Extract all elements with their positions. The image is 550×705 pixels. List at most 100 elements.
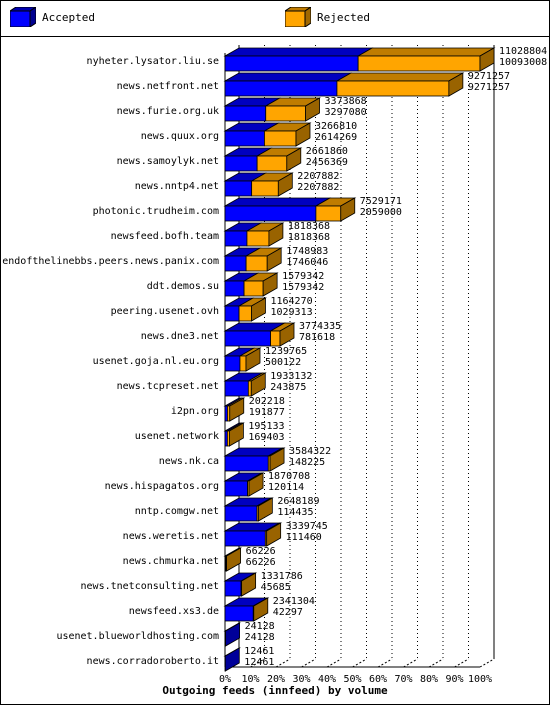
x-tick-label: 90%: [445, 674, 463, 685]
data-label-rejected-endofthelinebbs-peers-news-panix-com: 1746046: [286, 257, 328, 268]
data-label-accepted-usenet-network: 195133: [248, 421, 284, 432]
category-label-nyheter-lysator-liu-se: nyheter.lysator.liu.se: [87, 56, 219, 67]
data-label-rejected-news-samoylyk-net: 2456369: [306, 157, 348, 168]
data-label-accepted-news-dne3-net: 3774335: [299, 321, 341, 332]
bar-rejected-news-samoylyk-net: [256, 155, 288, 172]
category-label-news-hispagatos-org: news.hispagatos.org: [105, 481, 219, 492]
data-label-rejected-news-netfront-net: 9271257: [468, 82, 510, 93]
bar-side-news-netfront-net: [448, 72, 464, 97]
bar-rejected-ddt-demos-su: [243, 280, 264, 297]
bar-accepted-nyheter-lysator-liu-se-top: [223, 47, 374, 57]
data-label-rejected-news-tnetconsulting-net: 45685: [261, 582, 291, 593]
bar-side-nntp-comgw-net: [257, 497, 273, 522]
bar-accepted-newsfeed-xs3-de: [224, 605, 254, 622]
category-label-nntp-comgw-net: nntp.comgw.net: [135, 506, 219, 517]
bar-side-i2pn-org: [229, 397, 245, 422]
data-label-accepted-peering-usenet-ovh: 1164270: [270, 296, 312, 307]
bar-rejected-news-netfront-net-top: [335, 72, 465, 82]
data-label-accepted-nyheter-lysator-liu-se: 11028804: [499, 46, 547, 57]
bar-rejected-news-furie-org-uk: [265, 105, 306, 122]
x-tick-label: 0%: [219, 674, 231, 685]
bar-rejected-news-netfront-net: [336, 80, 450, 97]
data-label-accepted-news-nk-ca: 3584322: [289, 446, 331, 457]
data-label-rejected-nntp-comgw-net: 114435: [277, 507, 313, 518]
category-label-newsfeed-xs3-de: newsfeed.xs3.de: [129, 606, 219, 617]
bar-side-news-dne3-net: [279, 322, 295, 347]
x-tick-label: 100%: [468, 674, 492, 685]
data-label-rejected-usenet-blueworldhosting-com: 24128: [245, 632, 275, 643]
data-label-accepted-usenet-goja-nl-eu-org: 1239765: [265, 346, 307, 357]
category-label-news-netfront-net: news.netfront.net: [117, 81, 219, 92]
bar-accepted-news-tnetconsulting-net: [224, 580, 242, 597]
category-label-ddt-demos-su: ddt.demos.su: [147, 281, 219, 292]
bar-side-newsfeed-bofh-team: [268, 222, 284, 247]
category-label-news-chmurka-net: news.chmurka.net: [123, 556, 219, 567]
category-label-news-samoylyk-net: news.samoylyk.net: [117, 156, 219, 167]
bar-rejected-news-dne3-net: [270, 330, 281, 347]
bar-rejected-news-tcpreset-net: [247, 380, 252, 397]
bar-accepted-news-netfront-net: [224, 80, 338, 97]
data-label-accepted-news-netfront-net: 9271257: [468, 71, 510, 82]
data-label-rejected-ddt-demos-su: 1579342: [282, 282, 324, 293]
bar-accepted-nntp-comgw-net: [224, 505, 258, 522]
gridline-floor: [352, 658, 367, 668]
bar-accepted-nyheter-lysator-liu-se: [224, 55, 359, 72]
bar-rejected-photonic-trudheim-com: [315, 205, 342, 222]
category-label-news-quux-org: news.quux.org: [141, 131, 219, 142]
bar-rejected-usenet-goja-nl-eu-org: [239, 355, 247, 372]
category-label-news-corradoroberto-it: news.corradoroberto.it: [87, 656, 219, 667]
bar-accepted-usenet-goja-nl-eu-org: [224, 355, 241, 372]
data-label-rejected-news-weretis-net: 111460: [286, 532, 322, 543]
x-tick-label: 60%: [369, 674, 387, 685]
bar-rejected-nyheter-lysator-liu-se: [357, 55, 481, 72]
bar-accepted-news-nntp4-net: [224, 180, 253, 197]
bar-accepted-news-dne3-net: [224, 330, 271, 347]
data-label-accepted-nntp-comgw-net: 2648189: [277, 496, 319, 507]
data-label-accepted-news-tcpreset-net: 1933132: [270, 371, 312, 382]
bar-accepted-ddt-demos-su: [224, 280, 245, 297]
x-tick-label: 70%: [394, 674, 412, 685]
bar-accepted-news-weretis-net: [224, 530, 266, 547]
data-label-accepted-news-corradoroberto-it: 12461: [244, 646, 274, 657]
data-label-rejected-news-corradoroberto-it: 12461: [244, 657, 274, 668]
gridline-floor: [428, 658, 444, 668]
gridline-floor: [326, 658, 342, 668]
x-tick-label: 20%: [267, 674, 285, 685]
bar-accepted-news-furie-org-uk: [224, 105, 267, 122]
gridline-floor: [377, 658, 393, 668]
category-label-news-dne3-net: news.dne3.net: [141, 331, 219, 342]
data-label-rejected-news-quux-org: 2614269: [315, 132, 357, 143]
data-label-accepted-news-tnetconsulting-net: 1331786: [261, 571, 303, 582]
legend: Accepted Rejected: [0, 0, 550, 36]
bar-side-usenet-blueworldhosting-com: [225, 622, 240, 647]
bar-side-news-hispagatos-org: [248, 472, 264, 497]
data-label-accepted-news-nntp4-net: 2207882: [297, 171, 339, 182]
data-label-accepted-ddt-demos-su: 1579342: [282, 271, 324, 282]
x-tick-label: 10%: [241, 674, 259, 685]
x-tick-label: 40%: [318, 674, 336, 685]
bar-side-news-quux-org: [295, 122, 311, 147]
bar-accepted-photonic-trudheim-com: [224, 205, 317, 222]
bar-side-nyheter-lysator-liu-se: [479, 47, 495, 72]
category-label-endofthelinebbs-peers-news-panix-com: endofthelinebbs.peers.news.panix.com: [2, 256, 219, 267]
category-label-usenet-blueworldhosting-com: usenet.blueworldhosting.com: [56, 631, 219, 642]
gridline-floor: [479, 658, 495, 668]
bar-rejected-peering-usenet-ovh: [238, 305, 252, 322]
data-label-accepted-news-weretis-net: 3339745: [286, 521, 328, 532]
bar-side-newsfeed-xs3-de: [253, 597, 269, 622]
legend-label-rejected: Rejected: [317, 10, 370, 24]
bar-accepted-news-nk-ca: [224, 455, 269, 472]
data-label-accepted-news-hispagatos-org: 1870708: [268, 471, 310, 482]
data-label-accepted-photonic-trudheim-com: 7529171: [360, 196, 402, 207]
bar-side-news-samoylyk-net: [286, 147, 302, 172]
data-label-rejected-news-chmurka-net: 66226: [246, 557, 276, 568]
data-label-rejected-nyheter-lysator-liu-se: 10093008: [499, 57, 547, 68]
x-axis-title: Outgoing feeds (innfeed) by volume: [162, 684, 388, 697]
bar-side-news-tnetconsulting-net: [241, 572, 257, 597]
legend-swatch-rejected: [285, 7, 311, 27]
data-label-accepted-i2pn-org: 202218: [249, 396, 285, 407]
data-label-accepted-usenet-blueworldhosting-com: 24128: [245, 621, 275, 632]
data-label-rejected-usenet-network: 169403: [248, 432, 284, 443]
bar-side-photonic-trudheim-com: [340, 197, 356, 222]
legend-item-accepted: Accepted: [10, 5, 95, 29]
